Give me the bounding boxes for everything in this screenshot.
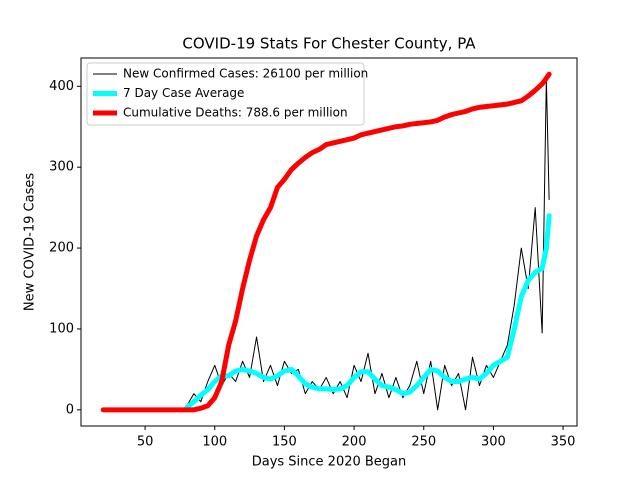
x-tick-label: 50 — [137, 435, 154, 450]
x-tick-label: 250 — [411, 435, 436, 450]
y-tick-label: 0 — [66, 402, 74, 417]
data-line — [184, 213, 552, 410]
legend-label: 7 Day Case Average — [123, 86, 244, 100]
legend-label: New Confirmed Cases: 26100 per million — [123, 67, 368, 81]
axes-frame — [80, 57, 578, 427]
x-tick-label: 150 — [272, 435, 297, 450]
x-tick-label: 200 — [342, 435, 367, 450]
chart-title: COVID-19 Stats For Chester County, PA — [182, 35, 476, 53]
legend-box — [86, 62, 365, 126]
x-tick-label: 350 — [551, 435, 576, 450]
legend: New Confirmed Cases: 26100 per million 7 … — [86, 62, 368, 126]
y-tick-label: 100 — [49, 321, 74, 336]
plot-area — [100, 71, 552, 413]
x-tick-label: 100 — [202, 435, 227, 450]
y-tick-label: 200 — [49, 241, 74, 256]
x-tick-label: 300 — [481, 435, 506, 450]
data-line — [100, 71, 552, 413]
y-axis-label: New COVID-19 Cases — [23, 173, 38, 311]
y-tick-label: 400 — [49, 79, 74, 94]
y-tick-label: 300 — [49, 160, 74, 175]
legend-label: Cumulative Deaths: 788.6 per million — [123, 106, 348, 120]
x-axis-label: Days Since 2020 Began — [252, 455, 407, 470]
